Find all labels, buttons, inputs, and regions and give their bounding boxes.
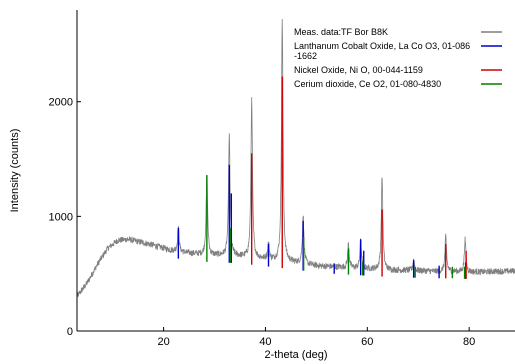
legend: Meas. data:TF Bor B8K Lanthanum Cobalt Ox…	[294, 27, 502, 89]
measured-pattern	[76, 18, 515, 298]
measured-data-line	[76, 18, 515, 298]
legend-label: Nickel Oxide, Ni O, 00-044-1159	[294, 65, 423, 75]
x-axis-title: 2-theta (deg)	[265, 349, 328, 361]
legend-label: -1662	[294, 51, 317, 61]
x-tick-label: 40	[259, 336, 271, 348]
x-tick-label: 20	[157, 336, 169, 348]
y-tick-label: 1000	[49, 211, 73, 223]
y-tick-label: 0	[67, 326, 73, 338]
legend-label: Meas. data:TF Bor B8K	[294, 27, 388, 37]
x-tick-label: 60	[361, 336, 373, 348]
reference-lines	[177, 76, 467, 279]
legend-label: Lanthanum Cobalt Oxide, La Co O3, 01-086	[294, 41, 470, 51]
legend-label: Cerium dioxide, Ce O2, 01-080-4830	[294, 79, 441, 89]
plot-area	[76, 18, 515, 298]
y-tick-label: 2000	[49, 97, 73, 109]
y-ticks: 0 1000 2000	[49, 97, 81, 338]
x-ticks: 20 40 60 80	[157, 327, 475, 348]
y-axis-title: Intensity (counts)	[9, 129, 21, 213]
x-tick-label: 80	[463, 336, 475, 348]
